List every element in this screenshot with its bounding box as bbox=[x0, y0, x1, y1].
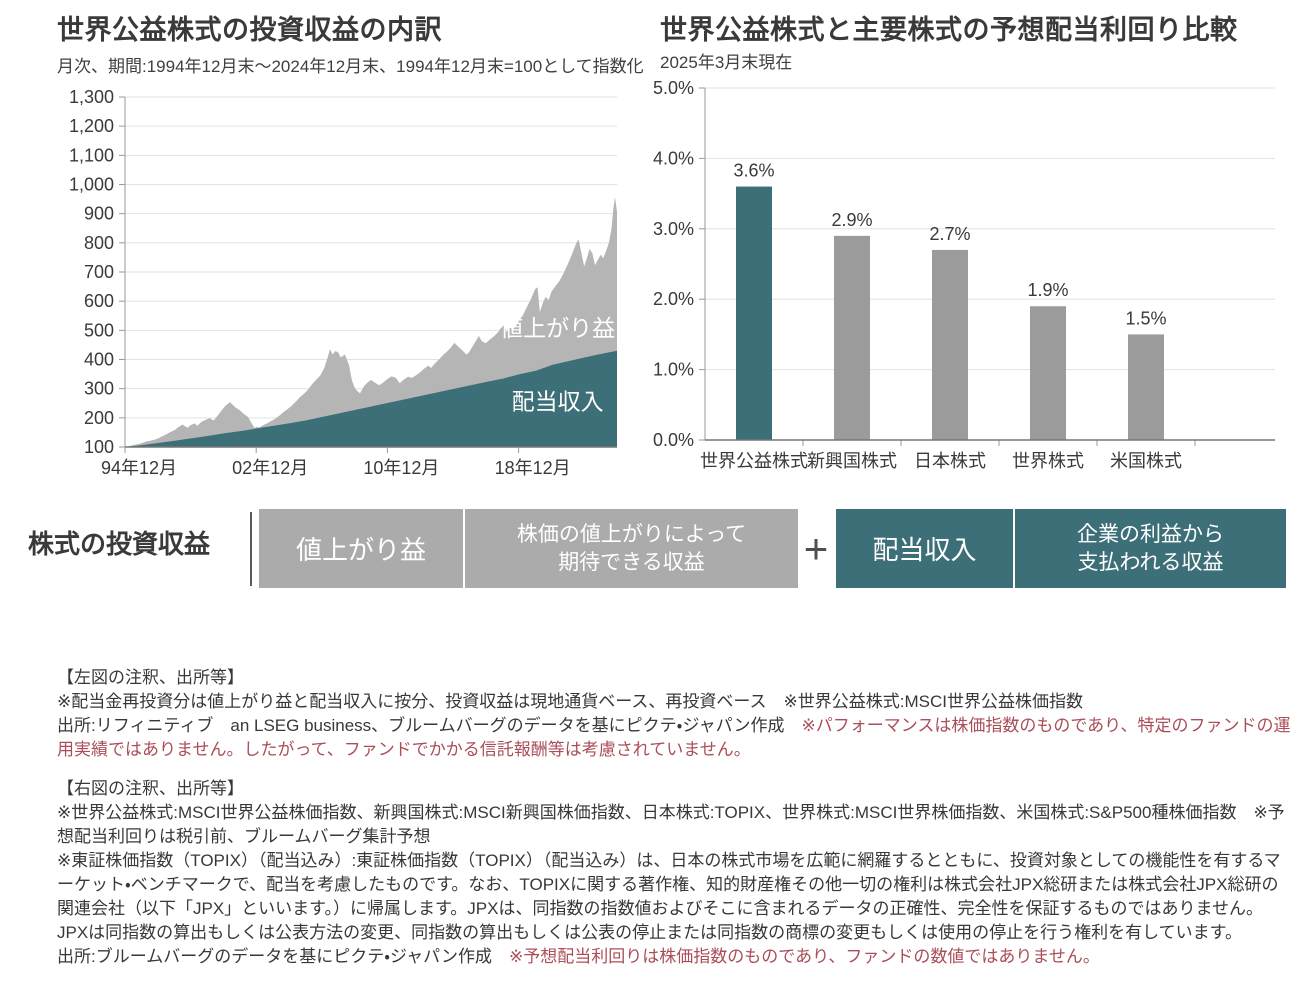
right-chart-title: 世界公益株式と主要株式の予想配当利回り比較 bbox=[660, 15, 1238, 45]
bar-世界株式 bbox=[1030, 306, 1066, 440]
bar-value-label: 2.7% bbox=[929, 224, 970, 244]
bar-category-label: 日本株式 bbox=[914, 451, 986, 471]
bar-value-label: 1.5% bbox=[1125, 308, 1166, 328]
y-tick-label: 500 bbox=[84, 320, 114, 340]
equation-label: 株式の投資収益 bbox=[28, 529, 211, 559]
left-chart-subtitle: 月次、期間:1994年12月末～2024年12月末、1994年12月末=100と… bbox=[57, 57, 644, 76]
bar-chart-svg: 0.0% 1.0% 2.0% 3.0% 4.0% 5.0% 3.6% 世界公益株式 2.9% 新興… bbox=[653, 78, 1275, 471]
bar-category-label: 世界株式 bbox=[1012, 451, 1084, 471]
y-tick-label: 1,200 bbox=[69, 116, 114, 136]
capital-gain-desc-box: 株価の値上がりによって 期待できる収益 bbox=[465, 509, 798, 588]
y-tick-label: 200 bbox=[84, 408, 114, 428]
left-footnote-heading: 【左図の注釈、出所等】 bbox=[57, 668, 244, 687]
plus-sign: + bbox=[803, 524, 829, 572]
y-tick-label: 900 bbox=[84, 204, 114, 224]
dividend-income-area bbox=[125, 350, 617, 447]
y-tick-label: 1,000 bbox=[69, 175, 114, 195]
left-chart-title: 世界公益株式の投資収益の内訳 bbox=[57, 15, 442, 45]
right-footnote-disclaimer: ※予想配当利回りは株価指数のものであり、ファンドの数値ではありません。 bbox=[509, 947, 1100, 966]
dividend-term-box: 配当収入 bbox=[836, 509, 1013, 588]
bar-新興国株式 bbox=[834, 235, 870, 440]
equation-divider bbox=[250, 512, 252, 586]
series-inline-label: 配当収入 bbox=[512, 389, 604, 415]
bar-日本株式 bbox=[932, 249, 968, 440]
x-tick-label: 18年12月 bbox=[495, 458, 571, 478]
y-tick-label: 3.0% bbox=[653, 219, 694, 239]
y-tick-label: 1.0% bbox=[653, 360, 694, 380]
bar-value-label: 3.6% bbox=[733, 161, 774, 181]
bar-value-label: 1.9% bbox=[1027, 280, 1068, 300]
area-chart-svg: 100 200 300 400 500 600 700 800 900 1,000 1,100 1,2… bbox=[69, 87, 617, 478]
bar-category-label: 新興国株式 bbox=[807, 451, 897, 471]
right-figure-footnote: 【右図の注釈、出所等】 ※世界公益株式:MSCI世界公益株価指数、新興国株式:M… bbox=[57, 777, 1292, 969]
right-footnote-body: ※世界公益株式:MSCI世界公益株価指数、新興国株式:MSCI新興国株価指数、日… bbox=[57, 803, 1285, 966]
left-footnote-disclaimer: ※パフォーマンスは株価指数のものであり、特定のファンドの運用実績ではありません。… bbox=[57, 716, 1291, 759]
capital-gain-desc-text: 株価の値上がりによって 期待できる収益 bbox=[516, 522, 747, 574]
y-tick-label: 700 bbox=[84, 262, 114, 282]
series-inline-label: 値上がり益 bbox=[500, 315, 615, 341]
right-footnote-heading: 【右図の注釈、出所等】 bbox=[57, 779, 244, 798]
bar-category-label: 米国株式 bbox=[1110, 451, 1182, 471]
dividend-desc-box: 企業の利益から 支払われる収益 bbox=[1015, 509, 1286, 588]
y-tick-label: 2.0% bbox=[653, 289, 694, 309]
right-chart-subtitle: 2025年3月末現在 bbox=[660, 53, 793, 72]
y-tick-label: 300 bbox=[84, 379, 114, 399]
bar-category-label: 世界公益株式 bbox=[700, 451, 808, 471]
y-tick-label: 400 bbox=[84, 350, 114, 370]
x-tick-label: 10年12月 bbox=[363, 458, 439, 478]
y-tick-label: 100 bbox=[84, 437, 114, 457]
y-tick-label: 800 bbox=[84, 233, 114, 253]
y-tick-label: 1,300 bbox=[69, 87, 114, 107]
y-tick-label: 600 bbox=[84, 291, 114, 311]
y-tick-label: 5.0% bbox=[653, 80, 694, 98]
investment-return-area-chart: 100 200 300 400 500 600 700 800 900 1,000 1,100 1,2… bbox=[55, 85, 630, 485]
dividend-yield-bar-chart: 0.0% 1.0% 2.0% 3.0% 4.0% 5.0% 3.6% 世界公益株式 2.9% 新興… bbox=[650, 78, 1305, 480]
dividend-desc-text: 企業の利益から 支払われる収益 bbox=[1077, 522, 1224, 574]
left-footnote-body: ※配当金再投資分は値上がり益と配当収入に按分、投資収益は現地通貨ベース、再投資ベ… bbox=[57, 692, 1291, 759]
left-figure-footnote: 【左図の注釈、出所等】 ※配当金再投資分は値上がり益と配当収入に按分、投資収益は… bbox=[57, 666, 1292, 762]
x-tick-label: 94年12月 bbox=[101, 458, 177, 478]
y-tick-label: 1,100 bbox=[69, 145, 114, 165]
bar-value-label: 2.9% bbox=[831, 210, 872, 230]
bar-米国株式 bbox=[1128, 334, 1164, 440]
x-tick-label: 02年12月 bbox=[232, 458, 308, 478]
capital-gain-term-box: 値上がり益 bbox=[259, 509, 463, 588]
y-tick-label: 0.0% bbox=[653, 430, 694, 450]
y-tick-label: 4.0% bbox=[653, 148, 694, 168]
bar-世界公益株式 bbox=[736, 186, 772, 440]
